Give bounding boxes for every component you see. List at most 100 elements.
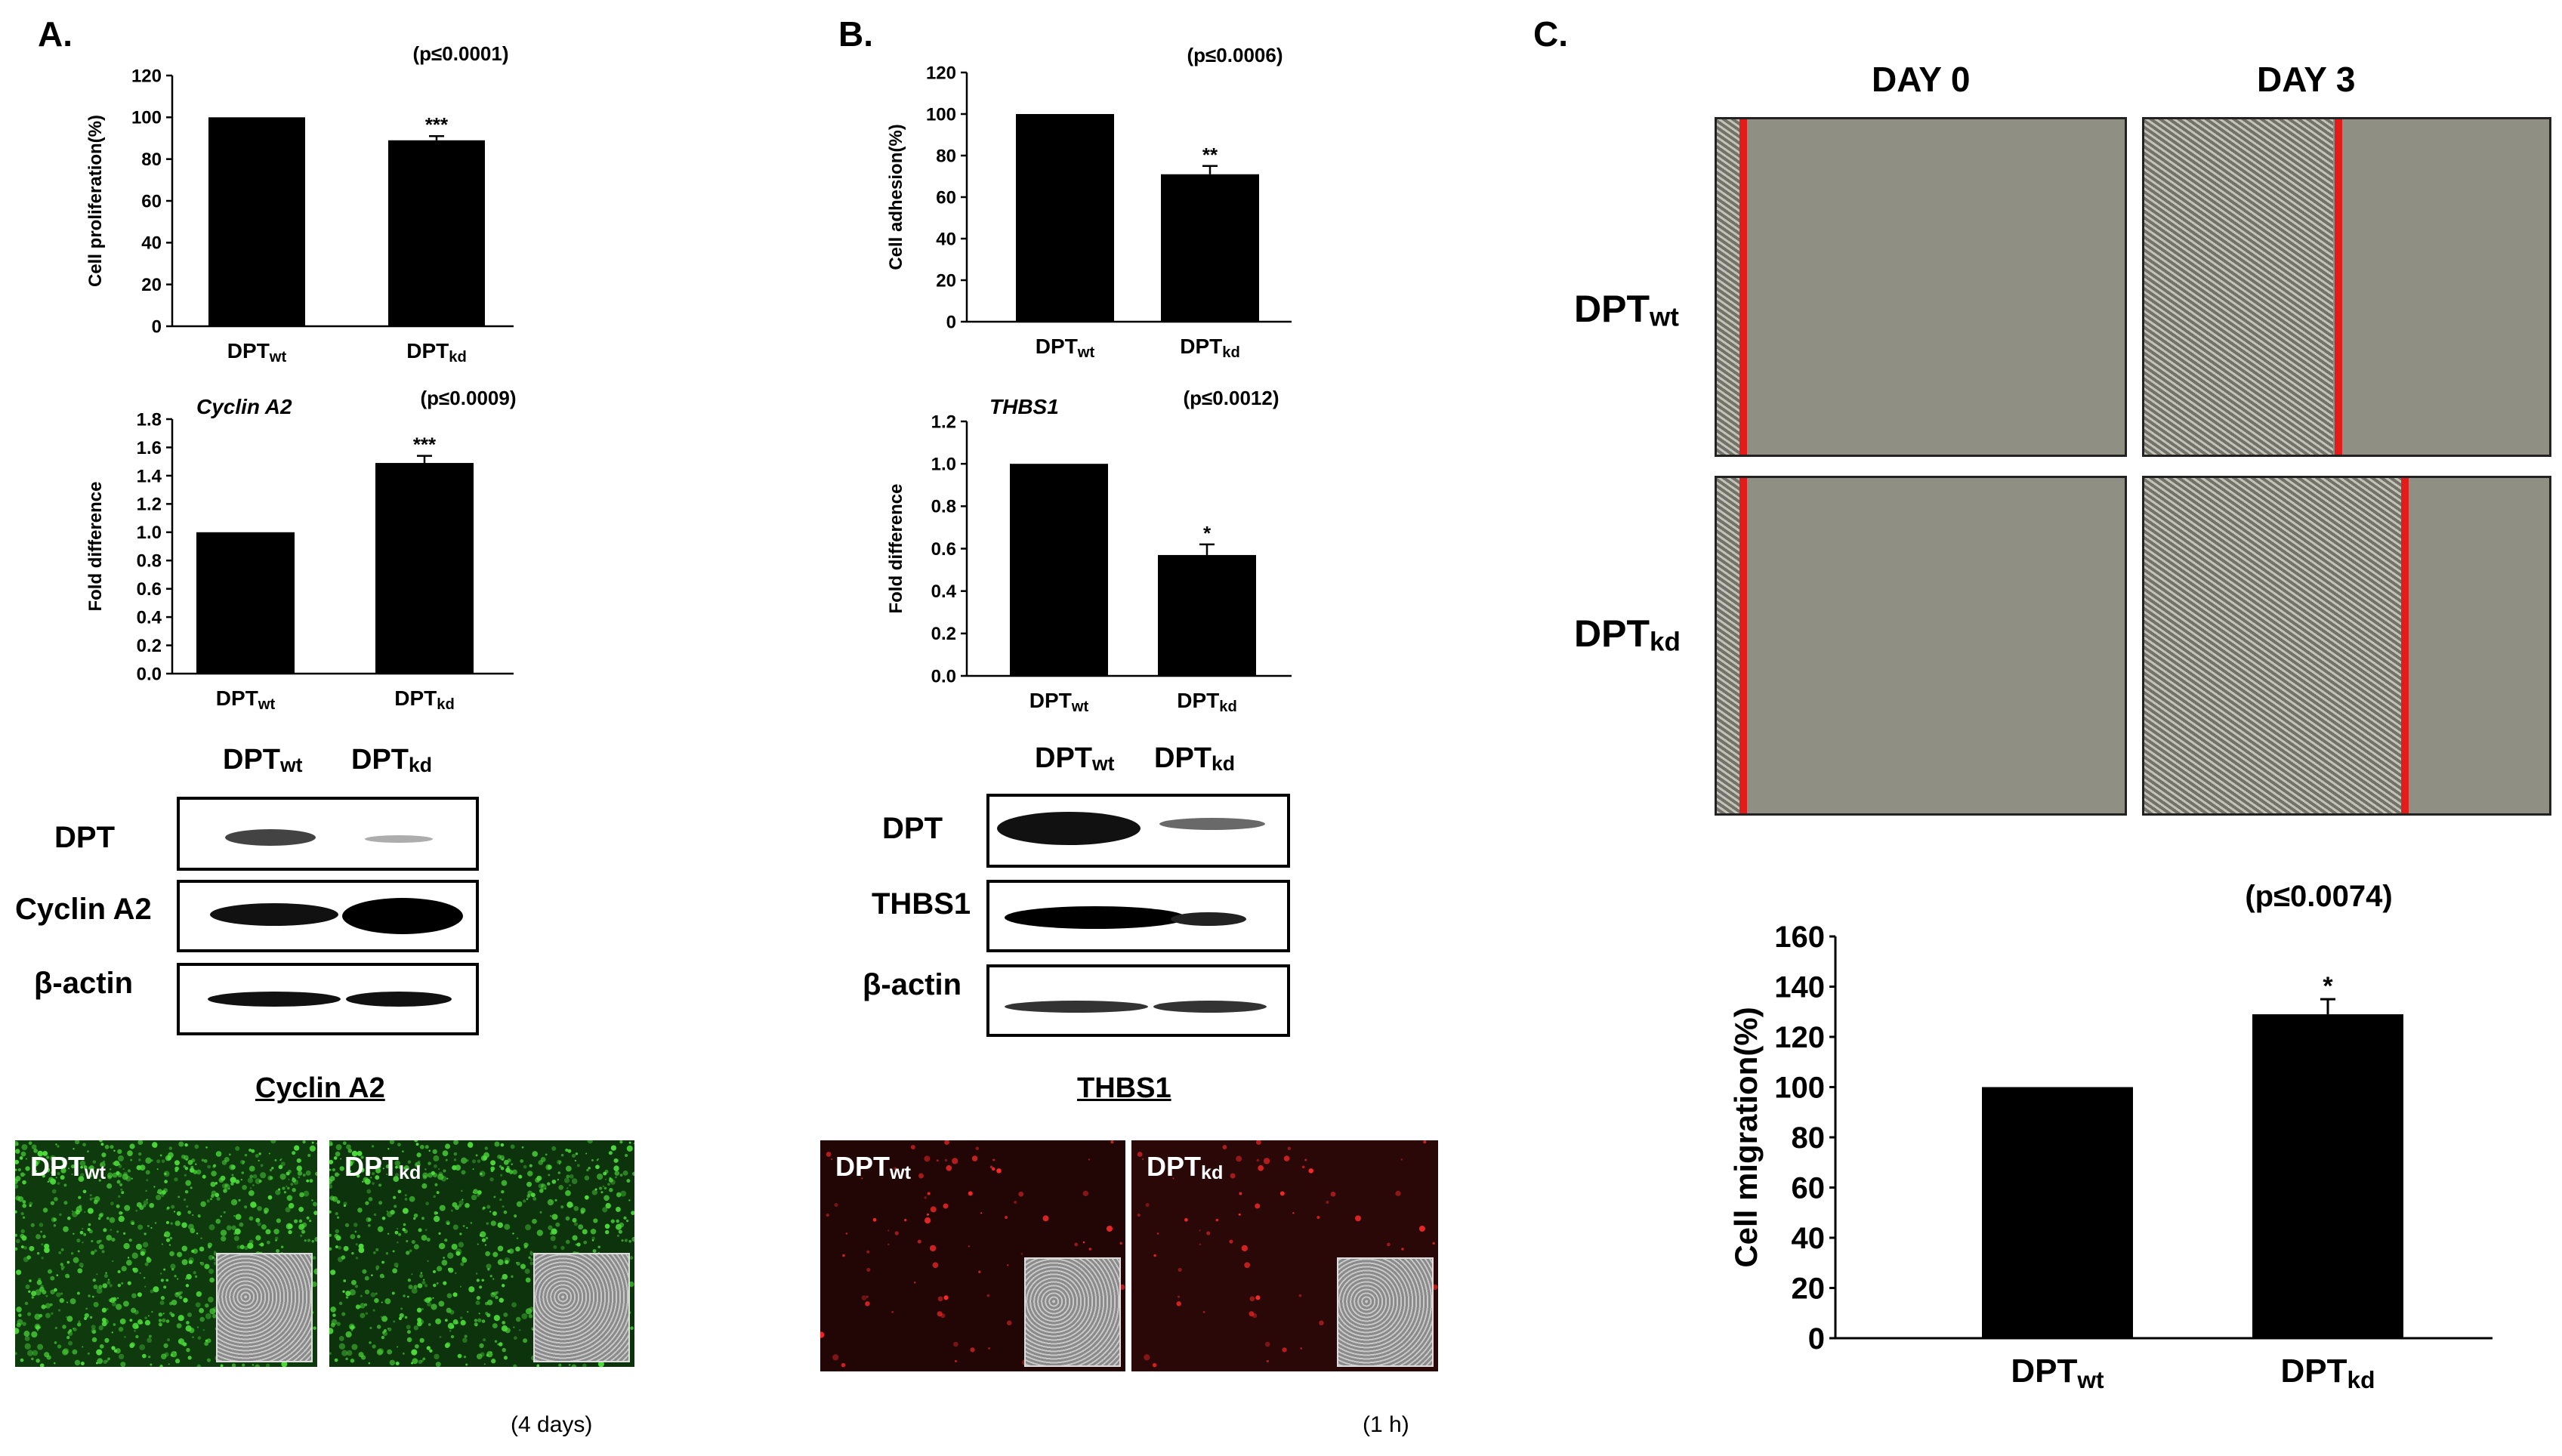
y-tick-label: 20	[1792, 1272, 1826, 1306]
blot-a: DPTwt DPTkd DPT Cyclin A2 β-actin	[0, 736, 514, 1053]
proliferation-chart-svg: 0 20 40 60 80 100 120 DPTwt *** DPTkd Cell prolife…	[85, 45, 514, 366]
y-tick-label: 60	[141, 191, 162, 211]
blot-b-band-actin	[986, 964, 1290, 1037]
y-tick-label: 1.0	[137, 523, 162, 543]
category-label: DPTkd	[1177, 689, 1237, 715]
significance-stars: ***	[413, 433, 437, 456]
y-tick-label: 0.6	[931, 539, 956, 560]
bar	[388, 140, 485, 326]
y-tick-label: 100	[1774, 1072, 1825, 1105]
category-label: DPTwt	[1029, 689, 1089, 715]
scratch-row-kd-label: DPTkd	[1574, 612, 1681, 657]
y-axis-title: Cell adhesion(%)	[886, 124, 906, 270]
y-tick-label: 0	[152, 316, 162, 337]
significance-stars: *	[2323, 972, 2333, 1001]
blot-b-row-dpt: DPT	[882, 812, 943, 845]
y-tick-label: 1.2	[931, 412, 956, 432]
y-tick-label: 20	[936, 270, 956, 291]
fluor-a-kd-inset	[533, 1253, 630, 1362]
blot-a-band-actin	[177, 963, 479, 1035]
category-label: DPTwt	[1036, 335, 1095, 361]
y-tick-label: 0.4	[931, 581, 957, 602]
scratch-kd-day3	[2142, 476, 2551, 816]
y-tick-label: 60	[936, 187, 956, 208]
category-label: DPTkd	[2281, 1353, 2375, 1393]
blot-a-row-actin: β-actin	[34, 967, 134, 1000]
gene-label: Cyclin A2	[196, 395, 292, 418]
category-label: DPTwt	[227, 339, 287, 366]
y-tick-label: 40	[141, 233, 162, 254]
y-tick-label: 1.4	[137, 466, 162, 486]
blot-a-row-dpt: DPT	[54, 821, 115, 854]
bar	[375, 463, 474, 674]
fluor-a-kd-label: DPTkd	[344, 1151, 421, 1183]
p-value: (p≤0.0074)	[2245, 880, 2392, 913]
day0-label: DAY 0	[1872, 60, 1971, 99]
category-label: DPTwt	[2011, 1353, 2104, 1393]
scratch-row-wt-label: DPTwt	[1574, 288, 1679, 332]
blot-a-band-dpt	[177, 797, 479, 871]
bar	[1010, 464, 1108, 676]
fluor-a-title: Cyclin A2	[255, 1072, 385, 1104]
panel-c-letter: C.	[1533, 14, 1568, 54]
blot-a-col-wt: DPTwt	[223, 744, 303, 776]
bar	[1982, 1087, 2133, 1338]
y-tick-label: 80	[141, 150, 162, 170]
y-tick-label: 1.6	[137, 438, 162, 458]
bar	[208, 117, 305, 326]
blot-b-row-thbs1: THBS1	[872, 887, 971, 921]
y-tick-label: 140	[1774, 971, 1825, 1004]
blot-b: DPTwt DPTkd DPT THBS1 β-actin	[846, 736, 1314, 1053]
fluor-a-wt-inset	[216, 1253, 313, 1362]
scratch-wt-day3	[2142, 117, 2551, 457]
bar	[2252, 1014, 2403, 1338]
scratch-wt-day0	[1715, 117, 2127, 457]
y-tick-label: 1.8	[137, 409, 162, 430]
y-tick-label: 0.2	[137, 636, 162, 656]
cyclin-fold-chart: 0.0 0.2 0.4 0.6 0.8 1.0 1.2 1.4 1.6 1.8 DPTwt *** DP…	[60, 385, 559, 717]
y-tick-label: 0.8	[137, 551, 162, 572]
y-tick-label: 80	[1792, 1121, 1826, 1155]
y-tick-label: 0	[946, 312, 956, 332]
scratch-kd-day0	[1715, 476, 2127, 816]
blot-b-row-actin: β-actin	[863, 968, 962, 1001]
y-tick-label: 1.0	[931, 455, 956, 475]
y-tick-label: 0.6	[137, 579, 162, 600]
bar	[1161, 174, 1259, 322]
gene-label: THBS1	[989, 395, 1059, 418]
y-tick-label: 20	[141, 275, 162, 295]
p-value: (p≤0.0009)	[421, 387, 517, 409]
significance-stars: *	[1203, 522, 1212, 544]
blot-b-col-kd: DPTkd	[1154, 742, 1236, 775]
y-tick-label: 120	[131, 66, 162, 86]
fluor-b-wt-inset	[1024, 1257, 1121, 1367]
fluor-b-title: THBS1	[1077, 1072, 1171, 1104]
fluor-b-kd-label: DPTkd	[1147, 1151, 1224, 1183]
panel-a-letter: A.	[38, 14, 73, 54]
blot-a-band-cyclin	[177, 880, 479, 952]
category-label: DPTkd	[394, 686, 455, 713]
bar	[1016, 114, 1114, 322]
cyclin-fold-chart-svg: 0.0 0.2 0.4 0.6 0.8 1.0 1.2 1.4 1.6 1.8 DPTwt *** DP…	[85, 387, 517, 713]
y-tick-label: 1.2	[137, 495, 162, 515]
y-axis-title: Fold difference	[886, 483, 906, 613]
y-tick-label: 40	[936, 229, 956, 249]
y-tick-label: 0	[1808, 1322, 1825, 1356]
proliferation-chart: 0 20 40 60 80 100 120 DPTwt *** DPTkd Cell prolife…	[60, 45, 559, 378]
blot-a-row-cyclin: Cyclin A2	[15, 893, 152, 926]
y-tick-label: 80	[936, 146, 956, 166]
y-tick-label: 0.0	[137, 664, 162, 684]
y-axis-title: Cell proliferation(%)	[85, 115, 106, 287]
significance-stars: ***	[425, 113, 449, 136]
category-label: DPTkd	[406, 339, 467, 366]
y-tick-label: 0.8	[931, 497, 956, 517]
fluor-b-kd-image: DPTkd	[1131, 1140, 1438, 1371]
thbs1-fold-chart-svg: 0.0 0.2 0.4 0.6 0.8 1.0 1.2 DPTwt * DPTkd Fold dif…	[886, 387, 1292, 715]
fluor-b-duration: (1 h)	[1363, 1412, 1409, 1437]
fluor-b-wt-image: DPTwt	[820, 1140, 1125, 1371]
blot-b-col-wt: DPTwt	[1035, 742, 1115, 775]
panel-b-letter: B.	[838, 14, 873, 54]
blot-a-col-kd: DPTkd	[351, 744, 433, 776]
y-axis-title: Fold difference	[85, 481, 106, 611]
p-value: (p≤0.0001)	[413, 45, 509, 65]
